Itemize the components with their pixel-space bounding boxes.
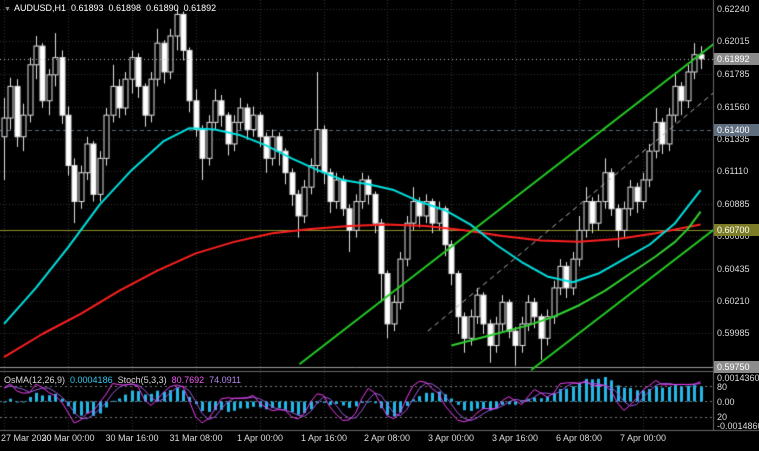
indicator-axis-label: -0.0014860: [717, 421, 759, 431]
time-label: 30 Mar 00:00: [41, 433, 95, 443]
ohlc-low: 0.61890: [146, 3, 179, 13]
indicator-axis-label: 0.0014360: [717, 373, 759, 383]
symbol-header: ▼ AUDUSD,H1 0.61893 0.61898 0.61890 0.61892: [4, 3, 221, 15]
ohlc-open: 0.61893: [70, 3, 104, 13]
time-label: 3 Apr 00:00: [427, 433, 475, 443]
ohlc-close: 0.61892: [183, 3, 217, 13]
price-badge: 0.60700: [714, 224, 759, 236]
osma-label: OsMA(12,26,9): [4, 375, 66, 385]
price-tick: 0.60210: [717, 296, 750, 306]
time-axis[interactable]: 27 Mar 2020 30 Mar 00:00 30 Mar 16:00 31 Ma…: [0, 433, 713, 451]
stoch-k-value: 80.7692: [171, 375, 205, 385]
indicator-axis-label: 80: [717, 382, 728, 392]
price-badge: 0.61892: [714, 53, 759, 65]
indicator-header: OsMA(12,26,9) 0.0004186 Stoch(5,3,3) 80.769…: [4, 375, 246, 385]
time-label: 2 Apr 08:00: [363, 433, 411, 443]
time-label: 7 Apr 00:00: [619, 433, 667, 443]
price-tick: 0.61335: [717, 134, 750, 144]
chevron-down-icon[interactable]: ▼: [4, 6, 11, 13]
price-axis[interactable]: 0.62240 0.62015 0.61785 0.61560 0.61335 0.611…: [714, 0, 759, 431]
stoch-label: Stoch(5,3,3): [117, 375, 167, 385]
time-label: 1 Apr 16:00: [300, 433, 348, 443]
time-label: 31 Mar 08:00: [169, 433, 223, 443]
indicator-axis-label: 0.00: [717, 397, 735, 407]
indicator-axis-label: 20: [717, 412, 728, 422]
price-tick: 0.60435: [717, 264, 750, 274]
price-tick: 0.61560: [717, 102, 750, 112]
price-tick: 0.60660: [717, 231, 750, 241]
price-badge: 0.59750: [714, 361, 759, 373]
stoch-d-value: 74.0911: [209, 375, 242, 385]
price-tick: 0.62015: [717, 36, 750, 46]
price-tick: 0.60885: [717, 199, 750, 209]
time-label: 3 Apr 16:00: [491, 433, 539, 443]
time-label: 6 Apr 08:00: [555, 433, 603, 443]
symbol-label: AUDUSD,H1: [13, 3, 66, 13]
price-tick: 0.61785: [717, 69, 750, 79]
time-label: 1 Apr 00:00: [236, 433, 284, 443]
price-tick: 0.59985: [717, 328, 750, 338]
price-tick: 0.61110: [717, 166, 749, 176]
time-label: 30 Mar 16:00: [105, 433, 159, 443]
osma-value: 0.0004186: [70, 375, 113, 385]
ohlc-high: 0.61898: [108, 3, 142, 13]
time-label: 27 Mar 2020: [1, 433, 52, 443]
price-tick: 0.62240: [717, 4, 750, 14]
price-badge: 0.61400: [714, 124, 759, 136]
